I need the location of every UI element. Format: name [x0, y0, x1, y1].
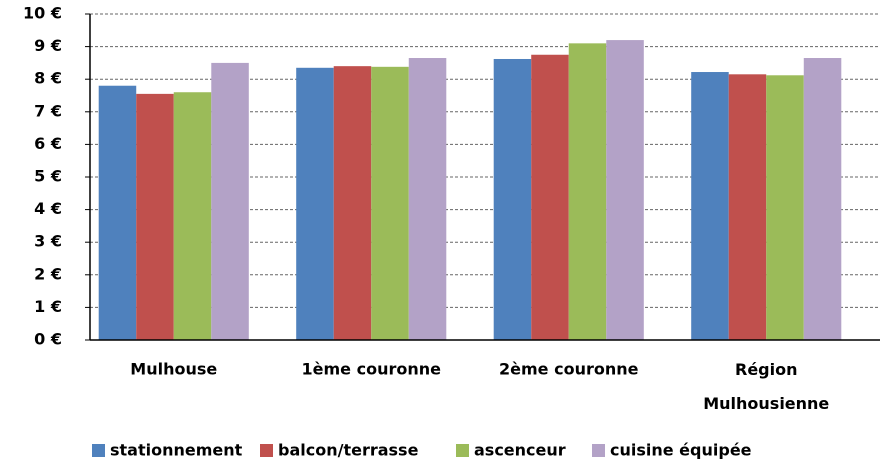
bar [728, 74, 767, 340]
y-tick-label: 9 € [34, 36, 62, 55]
bar [136, 93, 174, 341]
bar [766, 75, 804, 341]
bar [98, 85, 137, 340]
bar [803, 58, 842, 340]
bar [408, 58, 447, 340]
legend-label: balcon/terrasse [278, 441, 419, 460]
y-tick-label: 7 € [34, 101, 62, 120]
y-tick-label: 2 € [34, 264, 62, 283]
legend-swatch [260, 444, 273, 457]
x-tick-label: 1ème couronne [302, 360, 442, 379]
bar [211, 62, 249, 341]
legend-swatch [92, 444, 105, 457]
legend-label: stationnement [110, 441, 243, 460]
legend-label: cuisine équipée [610, 441, 752, 460]
bar [371, 66, 409, 340]
bar [296, 67, 334, 340]
bar [531, 54, 569, 340]
bar [691, 72, 729, 340]
bar [333, 66, 372, 340]
y-tick-label: 0 € [34, 330, 62, 349]
legend-swatch [456, 444, 469, 457]
y-tick-label: 8 € [34, 69, 62, 88]
y-tick-label: 4 € [34, 199, 62, 218]
legend-swatch [592, 444, 605, 457]
x-tick-label: Région Mulhousienne [703, 360, 829, 413]
y-tick-label: 3 € [34, 232, 62, 251]
y-tick-label: 1 € [34, 297, 62, 316]
x-tick-label: 2ème couronne [499, 360, 639, 379]
x-tick-label-line: Mulhousienne [703, 394, 829, 413]
y-tick-label: 10 € [23, 4, 62, 23]
y-tick-label: 6 € [34, 134, 62, 153]
x-tick-label-line: Région [735, 360, 798, 379]
bar [606, 40, 644, 340]
bar [568, 43, 607, 341]
bar [173, 92, 212, 341]
legend-label: ascenceur [474, 441, 566, 460]
x-tick-label: Mulhouse [130, 360, 217, 379]
bar [493, 58, 532, 340]
y-tick-label: 5 € [34, 167, 62, 186]
